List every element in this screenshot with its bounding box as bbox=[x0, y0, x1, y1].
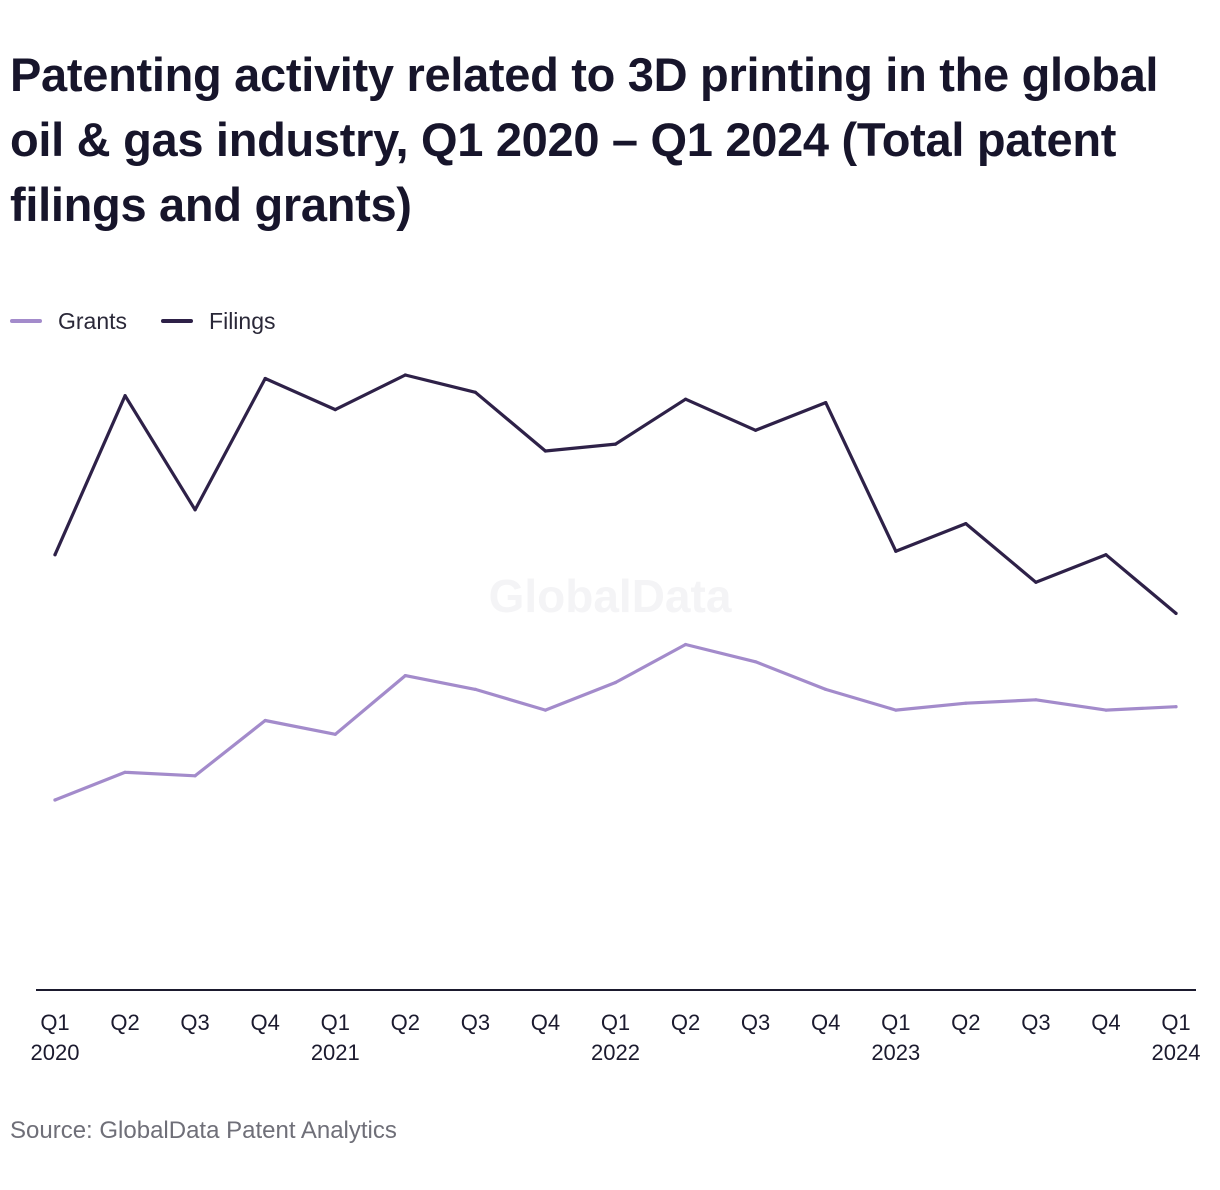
x-tick-label: Q2 bbox=[671, 1010, 700, 1035]
data-point-filings bbox=[964, 522, 968, 526]
legend: Grants Filings bbox=[10, 306, 310, 336]
legend-label-filings: Filings bbox=[209, 307, 276, 334]
source-note: Source: GlobalData Patent Analytics bbox=[10, 1117, 397, 1144]
data-point-grants bbox=[964, 701, 968, 705]
legend-label-grants: Grants bbox=[58, 307, 128, 334]
x-tick-year-label: 2020 bbox=[31, 1040, 80, 1065]
legend-swatch-grants bbox=[10, 319, 42, 323]
data-point-grants bbox=[754, 660, 758, 664]
watermark: GlobalData bbox=[489, 570, 732, 622]
data-point-grants bbox=[1104, 708, 1108, 712]
data-point-grants bbox=[123, 770, 127, 774]
data-point-grants bbox=[403, 674, 407, 678]
data-point-filings bbox=[1174, 611, 1178, 616]
data-point-grants bbox=[263, 718, 267, 723]
data-point-filings bbox=[684, 397, 688, 401]
data-point-filings bbox=[403, 373, 407, 377]
series-layer bbox=[53, 373, 1178, 802]
data-point-grants bbox=[1034, 698, 1038, 702]
x-tick-label: Q1 bbox=[881, 1010, 910, 1035]
x-tick-label: Q4 bbox=[811, 1010, 840, 1035]
data-point-grants bbox=[1174, 705, 1178, 709]
data-point-filings bbox=[473, 390, 477, 394]
data-point-grants bbox=[543, 708, 548, 712]
data-point-grants bbox=[824, 687, 828, 692]
data-point-filings bbox=[1034, 580, 1038, 584]
data-point-grants bbox=[53, 798, 57, 802]
x-tick-label: Q1 bbox=[321, 1010, 350, 1035]
data-point-grants bbox=[193, 774, 197, 778]
x-tick-labels: Q1 2020 Q2 Q3 Q4 Q1 2021 Q2 Q3 Q4 Q1 2022 Q2 Q3 Q4 Q1 20… bbox=[31, 1010, 1201, 1065]
x-tick-label: Q2 bbox=[391, 1010, 420, 1035]
x-tick-year-label: 2024 bbox=[1152, 1040, 1201, 1065]
x-tick-label: Q1 bbox=[1161, 1010, 1190, 1035]
x-tick-label: Q3 bbox=[180, 1010, 209, 1035]
x-tick-label: Q3 bbox=[461, 1010, 490, 1035]
data-point-filings bbox=[53, 553, 57, 557]
x-tick-label: Q4 bbox=[1091, 1010, 1120, 1035]
data-point-filings bbox=[543, 449, 548, 453]
x-tick-year-label: 2021 bbox=[311, 1040, 360, 1065]
x-tick-label: Q1 bbox=[601, 1010, 630, 1035]
data-point-grants bbox=[684, 642, 688, 647]
legend-item-filings: Filings bbox=[161, 307, 276, 335]
data-point-grants bbox=[333, 732, 337, 736]
x-tick-year-label: 2023 bbox=[871, 1040, 920, 1065]
x-tick-label: Q2 bbox=[110, 1010, 139, 1035]
series-line-grants bbox=[53, 642, 1178, 802]
data-point-filings bbox=[263, 376, 267, 381]
x-tick-label: Q4 bbox=[531, 1010, 560, 1035]
x-tick-year-label: 2022 bbox=[591, 1040, 640, 1065]
legend-swatch-filings bbox=[161, 319, 194, 323]
data-point-filings bbox=[333, 408, 337, 412]
data-point-filings bbox=[894, 549, 898, 553]
data-point-filings bbox=[123, 394, 127, 398]
data-point-filings bbox=[824, 401, 828, 405]
x-tick-label: Q3 bbox=[1021, 1010, 1050, 1035]
data-point-filings bbox=[193, 508, 197, 512]
chart-title: Patenting activity related to 3D printin… bbox=[10, 48, 1159, 231]
x-tick-label: Q3 bbox=[741, 1010, 770, 1035]
data-point-grants bbox=[473, 687, 477, 692]
data-point-filings bbox=[754, 428, 758, 432]
x-tick-label: Q4 bbox=[251, 1010, 280, 1035]
x-tick-label: Q2 bbox=[951, 1010, 980, 1035]
legend-item-grants: Grants bbox=[10, 308, 127, 335]
data-point-filings bbox=[613, 442, 618, 446]
x-tick-label: Q1 bbox=[40, 1010, 69, 1035]
data-point-grants bbox=[894, 708, 898, 712]
data-point-grants bbox=[613, 680, 618, 685]
data-point-filings bbox=[1104, 553, 1108, 557]
